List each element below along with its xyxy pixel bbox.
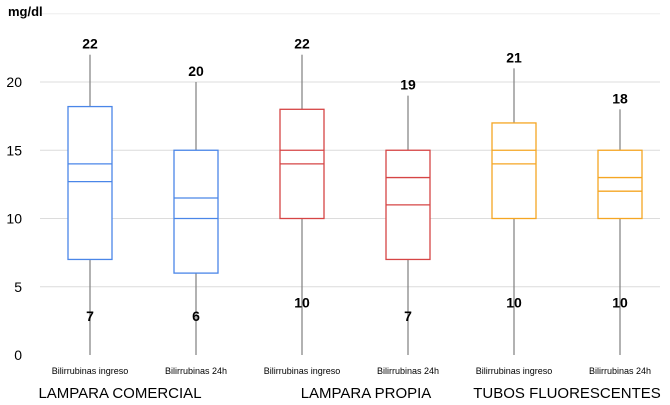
unit-label: mg/dl [8, 4, 43, 19]
box-1 [67, 54, 113, 355]
max-label-3: 22 [294, 36, 310, 52]
category-label-1: Bilirrubinas ingreso [52, 366, 129, 376]
labels: 22 7 Bilirrubinas ingreso 20 6 Bilirrubinas 2… [38, 36, 660, 402]
y-tick-label-15: 15 [6, 142, 22, 158]
low-label-1: 7 [86, 308, 94, 324]
low-label-4: 7 [404, 308, 412, 324]
box-5 [491, 68, 537, 355]
category-label-6: Bilirrubinas 24h [589, 366, 651, 376]
max-label-2: 20 [188, 63, 204, 79]
y-tick-label-10: 10 [6, 211, 22, 227]
category-label-5: Bilirrubinas ingreso [476, 366, 553, 376]
y-axis: mg/dl 0 5 10 15 20 [6, 4, 42, 363]
max-label-5: 21 [506, 49, 522, 65]
box-4 [385, 95, 431, 355]
iqr-box [597, 149, 643, 220]
max-label-6: 18 [612, 90, 628, 106]
low-label-5: 10 [506, 294, 522, 310]
low-label-6: 10 [612, 294, 628, 310]
box-6 [597, 109, 643, 355]
max-label-4: 19 [400, 77, 416, 93]
grid-lines [40, 13, 660, 288]
max-label-1: 22 [82, 36, 98, 52]
iqr-box [67, 105, 113, 261]
y-tick-label-0: 0 [14, 347, 22, 363]
category-label-3: Bilirrubinas ingreso [264, 366, 341, 376]
group-label-3: TUBOS FLUORESCENTES [473, 385, 661, 402]
group-label-2: LAMPARA PROPIA [301, 385, 432, 402]
low-label-2: 6 [192, 308, 200, 324]
category-label-2: Bilirrubinas 24h [165, 366, 227, 376]
box-3 [279, 54, 325, 355]
iqr-box [491, 122, 537, 220]
y-tick-label-20: 20 [6, 74, 22, 90]
group-label-1: LAMPARA COMERCIAL [38, 385, 201, 402]
boxes [67, 54, 643, 355]
y-tick-label-5: 5 [14, 279, 22, 295]
box-2 [173, 82, 219, 355]
low-label-3: 10 [294, 294, 310, 310]
category-label-4: Bilirrubinas 24h [377, 366, 439, 376]
iqr-box [173, 149, 219, 274]
